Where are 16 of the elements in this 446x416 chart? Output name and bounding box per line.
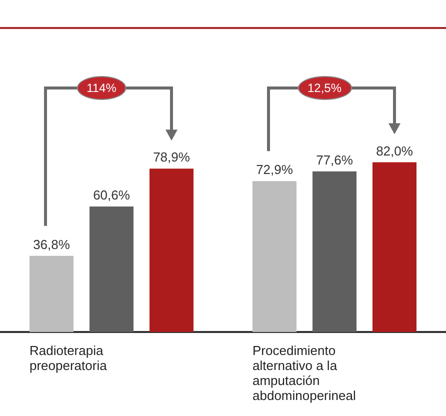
x-tick-label: Procedimiento alternativo a la amputación abdominoperineal [252,343,357,403]
data-label: 77,6% [316,152,354,168]
bar [90,206,134,332]
data-label: 72,9% [256,162,294,178]
data-label: 78,9% [153,150,190,165]
data-label: 82,0% [376,143,414,158]
text: 114% [76,76,126,100]
data-label: 36,8% [33,236,70,252]
x-tick-label: Radioterapia preoperatoria [30,343,108,373]
text: 12,5% [297,76,352,100]
bar [372,162,416,332]
bar [150,168,194,332]
bar [312,171,356,332]
bar [30,256,74,332]
data-label: 60,6% [93,188,130,203]
bar [252,181,296,332]
